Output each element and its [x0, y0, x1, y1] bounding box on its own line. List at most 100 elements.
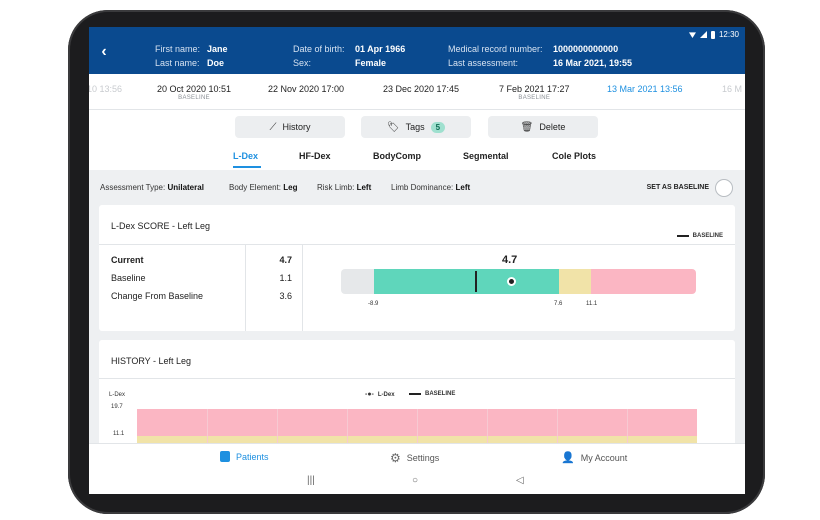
tag-icon: 🏷 [386, 121, 400, 133]
history-gridline [417, 409, 418, 444]
back-arrow-icon[interactable]: ‹ [101, 43, 107, 60]
current-value: 4.7 [279, 255, 292, 265]
card-divider-vertical [302, 244, 303, 331]
card-divider [99, 378, 735, 379]
date-item[interactable]: 23 Dec 2020 17:45 [383, 84, 460, 94]
change-label: Change From Baseline [111, 291, 204, 301]
gauge-segment-pink [591, 269, 696, 294]
tags-button[interactable]: 🏷 Tags 5 [361, 116, 471, 138]
tab-cole-plots[interactable]: Cole Plots [552, 151, 597, 161]
nav-patients[interactable]: Patients [220, 451, 269, 462]
dob-value: 01 Apr 1966 [355, 44, 406, 54]
history-gridline [207, 409, 208, 444]
history-y-tick: 11.1 [113, 431, 125, 437]
last-name-value: Doe [207, 58, 225, 68]
gauge-segment-yellow [559, 269, 591, 294]
history-legend-ldex: -●- L-Dex [365, 391, 395, 398]
gauge-current-value: 4.7 [502, 254, 518, 266]
sex-label: Sex: [293, 58, 312, 68]
assessment-info-row: Assessment Type: Unilateral Body Element… [89, 170, 745, 203]
gauge-current-marker [507, 277, 516, 286]
bottom-navigation: Patients ⚙ Settings 👤 My Account [89, 443, 745, 470]
dob-label: Date of birth: [293, 44, 345, 54]
body-element: Body Element: Leg [229, 183, 298, 192]
history-gridline [487, 409, 488, 444]
history-y-tick: 19.7 [111, 404, 123, 410]
score-card-title: L-Dex SCORE - Left Leg [111, 221, 211, 231]
date-item[interactable]: 22 Nov 2020 17:00 [268, 84, 345, 94]
person-icon: 👤 [561, 452, 575, 464]
last-name-label: Last name: [155, 58, 200, 68]
limb-dominance: Limb Dominance: Left [391, 183, 471, 192]
assessment-type: Assessment Type: Unilateral [100, 183, 204, 192]
app-screen: 12:30 ‹ First name: Jane Last name: Doe … [89, 27, 745, 494]
tags-count-badge: 5 [430, 121, 446, 133]
patient-header: 12:30 ‹ First name: Jane Last name: Doe … [89, 27, 745, 74]
history-gridline [277, 409, 278, 444]
current-label: Current [111, 255, 144, 265]
gauge-tick-mid: 7.6 [554, 301, 563, 307]
baseline-legend: BASELINE [676, 233, 723, 239]
card-divider [99, 244, 735, 245]
risk-limb: Risk Limb: Left [317, 183, 372, 192]
history-card: HISTORY - Left Leg -●- L-Dex BASELINE L-… [99, 340, 735, 450]
history-gridline [627, 409, 628, 444]
assessment-dates-strip[interactable]: 10 13:56 20 Oct 2020 10:51 BASELINE 22 No… [89, 74, 745, 110]
set-as-baseline-label[interactable]: SET AS BASELINE [646, 184, 709, 191]
tab-bar: L-Dex HF-Dex BodyComp Segmental Cole Plo… [89, 144, 745, 170]
change-value: 3.6 [279, 291, 292, 301]
history-gridline [347, 409, 348, 444]
last-assessment-value: 16 Mar 2021, 19:55 [553, 58, 633, 68]
last-assessment-label: Last assessment: [448, 58, 519, 68]
tab-hfdex[interactable]: HF-Dex [299, 151, 331, 161]
mrn-label: Medical record number: [448, 44, 543, 54]
first-name-value: Jane [207, 44, 228, 54]
tab-segmental[interactable]: Segmental [463, 151, 509, 161]
delete-button[interactable]: 🗑 Delete [488, 116, 598, 138]
battery-icon [710, 30, 715, 39]
status-bar: 12:30 [688, 30, 739, 39]
nav-my-account[interactable]: 👤 My Account [561, 452, 628, 464]
history-button[interactable]: ⟋ History [235, 116, 345, 138]
date-item[interactable]: 20 Oct 2020 10:51 BASELINE [157, 84, 232, 101]
set-as-baseline-toggle[interactable] [715, 179, 733, 197]
date-item[interactable]: 16 M [722, 84, 743, 94]
history-legend-baseline: BASELINE [409, 391, 455, 397]
recent-apps-icon[interactable]: ||| [307, 475, 315, 486]
baseline-line-icon [409, 393, 421, 395]
nav-settings[interactable]: ⚙ Settings [390, 451, 440, 465]
date-item[interactable]: 7 Feb 2021 17:27 BASELINE [499, 84, 570, 101]
gear-icon: ⚙ [390, 451, 401, 465]
history-gridline [557, 409, 558, 444]
gauge-segment-green [374, 269, 559, 294]
tab-ldex[interactable]: L-Dex [233, 151, 259, 161]
history-y-label: L-Dex [109, 392, 126, 398]
tab-active-indicator [233, 166, 261, 168]
home-icon[interactable]: ○ [412, 475, 419, 486]
gauge-baseline-marker [475, 271, 477, 292]
status-time: 12:30 [718, 30, 739, 39]
sex-value: Female [355, 58, 387, 68]
ldex-dot-line-icon: -●- [365, 391, 374, 398]
first-name-label: First name: [155, 44, 201, 54]
patients-icon [220, 451, 230, 462]
baseline-label: Baseline [111, 273, 146, 283]
trend-icon: ⟋ [269, 121, 277, 133]
action-bar: ⟋ History 🏷 Tags 5 🗑 Delete [89, 110, 745, 144]
gauge-tick-low: -8.9 [368, 301, 379, 307]
gauge-segment-grey [341, 269, 374, 294]
date-item-selected[interactable]: 13 Mar 2021 13:56 [607, 84, 683, 94]
ldex-gauge [341, 269, 696, 294]
card-divider-vertical [245, 244, 246, 331]
date-item[interactable]: 10 13:56 [89, 84, 123, 94]
android-navigation-bar: ||| ○ ◁ [89, 470, 745, 494]
back-triangle-icon[interactable]: ◁ [516, 475, 524, 486]
signal-icon [699, 31, 707, 38]
tab-bodycomp[interactable]: BodyComp [373, 151, 421, 161]
wifi-icon [688, 32, 696, 38]
ldex-score-card: L-Dex SCORE - Left Leg BASELINE Current … [99, 205, 735, 331]
gauge-tick-high: 11.1 [586, 301, 598, 307]
history-card-title: HISTORY - Left Leg [111, 356, 192, 366]
trash-icon: 🗑 [520, 121, 534, 133]
baseline-value: 1.1 [279, 273, 292, 283]
